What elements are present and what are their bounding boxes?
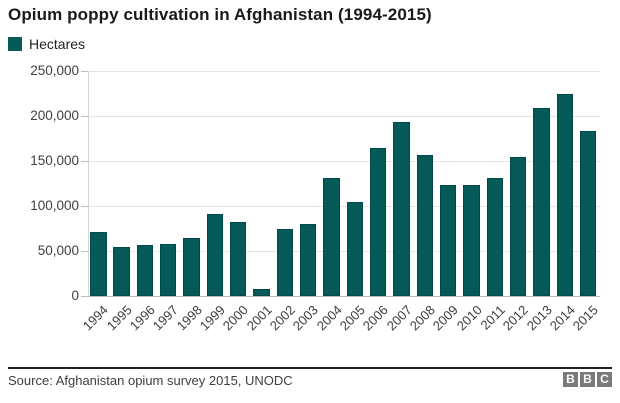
gridline (88, 160, 600, 162)
y-axis-tick (81, 205, 88, 207)
bar-1995 (113, 247, 130, 296)
bbc-logo: B B C (563, 372, 612, 387)
bbc-logo-letter: B (580, 372, 595, 387)
x-axis-label: 2010 (453, 302, 485, 334)
source-text: Source: Afghanistan opium survey 2015, U… (8, 373, 293, 388)
bar-2014 (556, 94, 574, 296)
y-axis-tick (81, 115, 88, 117)
footer-divider (8, 367, 612, 369)
bar-2003 (299, 224, 317, 296)
x-axis-label: 2005 (336, 302, 368, 334)
x-axis-label: 1998 (173, 302, 205, 334)
x-axis-label: 2009 (430, 302, 462, 334)
bar-2011 (486, 178, 504, 296)
bar-1999 (206, 214, 224, 296)
bar-2002 (276, 229, 294, 296)
bar-2008 (416, 154, 434, 296)
y-axis-label: 0 (71, 288, 79, 303)
bar-2007 (393, 122, 410, 296)
x-axis-label: 2007 (383, 302, 415, 334)
y-axis-tick (81, 70, 88, 72)
y-axis-tick (81, 295, 88, 297)
bbc-logo-letter: B (563, 372, 578, 387)
x-axis-label: 2014 (546, 302, 578, 334)
legend: Hectares (8, 36, 85, 52)
gridline (88, 70, 600, 72)
y-axis-label: 100,000 (30, 198, 79, 213)
x-axis-label: 2015 (570, 302, 602, 334)
bar-2009 (439, 185, 457, 296)
bar-1997 (159, 243, 177, 296)
x-axis-label: 2008 (406, 302, 438, 334)
y-axis-tick (81, 160, 88, 162)
bar-2015 (579, 131, 597, 296)
x-axis-label: 2011 (477, 302, 508, 333)
x-axis-label: 2003 (290, 302, 322, 334)
gridline (88, 115, 600, 117)
legend-label: Hectares (29, 36, 86, 52)
x-axis-label: 2006 (360, 302, 392, 334)
y-axis-line (88, 71, 89, 296)
gridline (88, 205, 600, 207)
bar-2005 (346, 202, 364, 296)
x-axis-label: 2001 (243, 302, 275, 334)
x-axis-line (88, 296, 600, 297)
x-axis-label: 2013 (523, 302, 555, 334)
bar-2006 (369, 147, 387, 296)
bar-2004 (323, 178, 340, 296)
bar-1996 (136, 244, 154, 296)
y-axis-label: 150,000 (30, 153, 79, 168)
y-axis-label: 50,000 (37, 243, 79, 258)
bar-1998 (183, 238, 200, 296)
y-axis-label: 250,000 (30, 63, 79, 78)
legend-swatch-icon (8, 37, 22, 51)
x-axis-label: 1997 (150, 302, 182, 334)
chart-title: Opium poppy cultivation in Afghanistan (… (8, 5, 432, 24)
gridline (88, 250, 600, 252)
bar-2001 (253, 288, 270, 296)
y-axis-label: 200,000 (30, 108, 79, 123)
bar-2012 (509, 157, 527, 296)
x-axis-label: 1996 (126, 302, 158, 334)
x-axis-label: 1995 (103, 302, 135, 334)
x-axis-label: 1994 (80, 302, 112, 334)
x-axis-label: 2004 (313, 302, 345, 334)
bar-2013 (533, 107, 550, 296)
bar-2000 (229, 222, 247, 296)
x-axis-label: 2012 (500, 302, 532, 334)
bar-1994 (90, 232, 107, 296)
bar-2010 (463, 185, 480, 296)
y-axis-tick (81, 250, 88, 252)
x-axis-label: 2000 (220, 302, 252, 334)
bbc-logo-letter: C (597, 372, 612, 387)
x-axis-label: 1999 (196, 302, 228, 334)
x-axis-label: 2002 (266, 302, 298, 334)
